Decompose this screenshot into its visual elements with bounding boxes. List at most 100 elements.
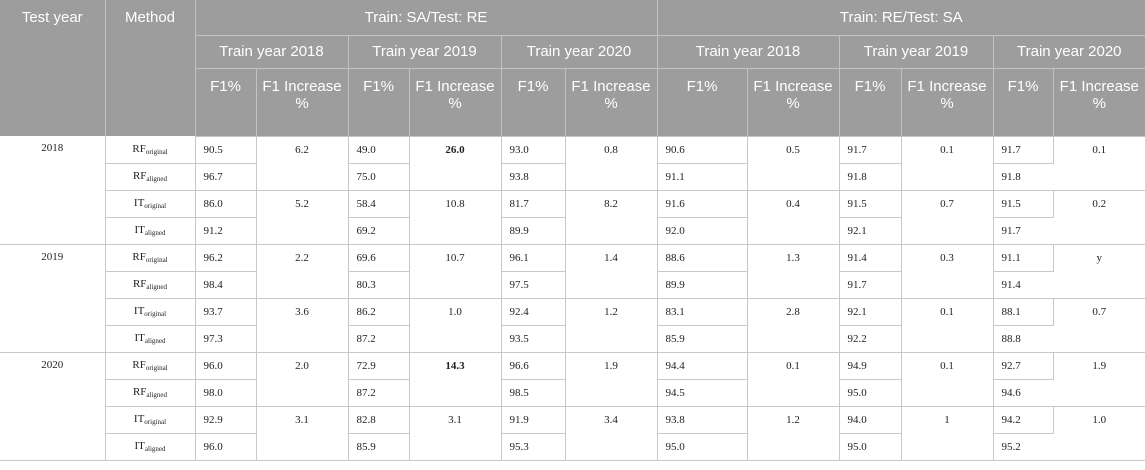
method-variant: aligned [144, 445, 166, 453]
test-year-cell: 2018 [0, 136, 106, 245]
header-train-year: Train year 2020 [501, 35, 658, 69]
f1-increase-value: 1.4 [565, 244, 658, 299]
f1-value: 81.7 [501, 190, 566, 218]
method-cell: RForiginal [105, 352, 196, 380]
f1-value: 95.3 [501, 433, 566, 461]
header-blank [105, 35, 196, 68]
header-train-year: Train year 2019 [839, 35, 994, 69]
f1-increase-value: 3.1 [256, 406, 349, 461]
header-method: Method [105, 0, 196, 35]
f1-value: 91.8 [993, 163, 1053, 191]
table-row: ITaligned 96.0 85.9 95.3 95.0 95.0 95.2 [0, 433, 1145, 461]
f1-increase-value: 0.5 [747, 136, 840, 191]
f1-increase-value: 3.6 [256, 298, 349, 353]
f1-value: 49.0 [348, 136, 410, 164]
f1-value: 91.4 [839, 244, 902, 272]
f1-increase-value: 8.2 [565, 190, 658, 245]
f1-value: 88.8 [993, 325, 1053, 353]
f1-increase-value: 0.1 [747, 352, 840, 407]
header-f1-increase: F1 Increase % [901, 68, 994, 137]
table-row: IToriginal 86.0 5.2 58.4 10.8 81.7 8.2 91.6 0.4 9… [0, 190, 1145, 245]
f1-increase-value: 0.2 [1053, 190, 1145, 245]
method-variant: original [145, 147, 168, 156]
f1-increase-value: 0.7 [1053, 298, 1145, 353]
f1-value: 92.1 [839, 298, 902, 326]
method-name: RF [132, 278, 147, 290]
f1-increase-value: y [1053, 244, 1145, 299]
header-f1-increase: F1 Increase % [565, 68, 658, 137]
f1-value: 88.1 [993, 298, 1054, 326]
table-row: RFaligned 98.4 80.3 97.5 89.9 91.7 91.4 [0, 271, 1145, 299]
table-row: RFaligned 96.7 75.0 93.8 91.1 91.8 91.8 [0, 163, 1145, 191]
f1-increase-value: 2.0 [256, 352, 349, 407]
f1-value: 96.7 [195, 163, 257, 191]
header-f1-increase: F1 Increase % [256, 68, 349, 137]
f1-increase-value: 10.7 [409, 244, 502, 299]
header-blank [0, 35, 106, 68]
table-row: ITaligned 91.2 69.2 89.9 92.0 92.1 91.7 [0, 217, 1145, 245]
f1-value: 92.7 [993, 352, 1054, 380]
f1-increase-value: 1.0 [409, 298, 502, 353]
f1-value: 92.4 [501, 298, 566, 326]
header-f1: F1% [657, 68, 748, 137]
method-name: RF [132, 386, 147, 398]
method-cell: IToriginal [105, 406, 196, 434]
f1-value: 86.0 [195, 190, 257, 218]
method-cell: RFaligned [105, 271, 196, 299]
f1-value: 69.2 [348, 217, 410, 245]
f1-increase-value: 5.2 [256, 190, 349, 245]
f1-value: 91.4 [993, 271, 1053, 299]
f1-value: 91.1 [657, 163, 748, 191]
test-year-cell: 2020 [0, 352, 106, 461]
f1-value: 85.9 [657, 325, 748, 353]
f1-value: 92.1 [839, 217, 902, 245]
f1-increase-value: 3.4 [565, 406, 658, 461]
method-variant: aligned [146, 283, 168, 291]
header-blank [0, 68, 106, 136]
method-cell: IToriginal [105, 298, 196, 326]
f1-value: 96.1 [501, 244, 566, 272]
header-f1: F1% [993, 68, 1054, 137]
header-f1-increase: F1 Increase % [409, 68, 502, 137]
method-name: RF [132, 359, 146, 371]
f1-value: 91.7 [993, 136, 1054, 164]
f1-value: 93.0 [501, 136, 566, 164]
f1-value: 93.5 [501, 325, 566, 353]
f1-value: 89.9 [501, 217, 566, 245]
f1-value: 72.9 [348, 352, 410, 380]
header-f1-increase: F1 Increase % [747, 68, 840, 137]
f1-value: 97.5 [501, 271, 566, 299]
f1-value: 92.0 [657, 217, 748, 245]
f1-value: 91.9 [501, 406, 566, 434]
f1-value: 94.2 [993, 406, 1054, 434]
f1-value: 92.2 [839, 325, 902, 353]
method-cell: RFaligned [105, 379, 196, 407]
f1-value: 93.8 [501, 163, 566, 191]
f1-value: 97.3 [195, 325, 257, 353]
method-variant: aligned [146, 391, 168, 399]
table-row: IToriginal 92.9 3.1 82.8 3.1 91.9 3.4 93.8 1.2 94… [0, 406, 1145, 461]
f1-value: 91.7 [839, 136, 902, 164]
f1-increase-value: 1.2 [747, 406, 840, 461]
f1-increase-value: 1.9 [1053, 352, 1145, 407]
f1-value: 82.8 [348, 406, 410, 434]
f1-value: 92.9 [195, 406, 257, 434]
table-body: 2018 RForiginal 90.5 6.2 49.0 26.0 93.0 0.8 90.6… [0, 136, 1145, 461]
f1-value: 93.8 [657, 406, 748, 434]
f1-increase-value: 2.2 [256, 244, 349, 299]
method-name: RF [132, 251, 146, 263]
f1-increase-value: 14.3 [409, 352, 502, 407]
f1-value: 91.5 [839, 190, 902, 218]
method-name: RF [132, 170, 147, 182]
f1-value: 95.0 [839, 433, 902, 461]
f1-increase-value: 0.1 [901, 136, 994, 191]
f1-value: 87.2 [348, 325, 410, 353]
f1-value: 94.9 [839, 352, 902, 380]
f1-increase-value: 0.8 [565, 136, 658, 191]
f1-value: 98.5 [501, 379, 566, 407]
f1-increase-value: 1.2 [565, 298, 658, 353]
table-row: ITaligned 97.3 87.2 93.5 85.9 92.2 88.8 [0, 325, 1145, 353]
f1-value: 96.0 [195, 352, 257, 380]
f1-value: 95.2 [993, 433, 1053, 461]
f1-value: 93.7 [195, 298, 257, 326]
